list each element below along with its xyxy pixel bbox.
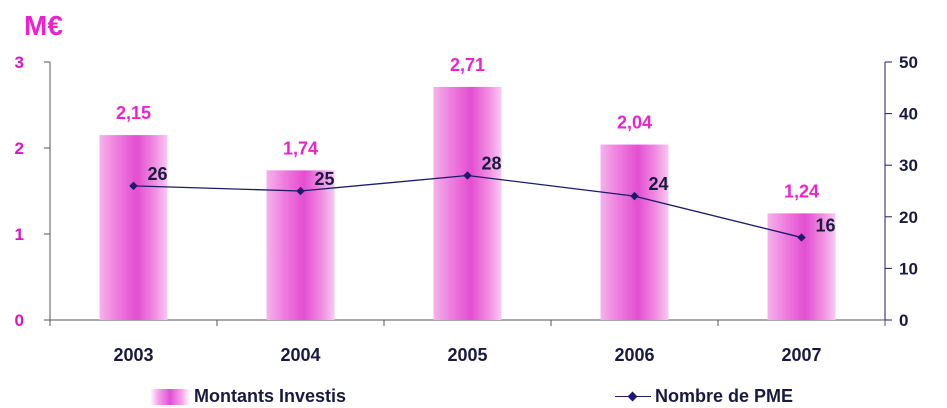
legend-line-swatch — [615, 389, 651, 405]
right-axis-tick-label: 20 — [899, 208, 918, 227]
left-axis-unit-label: M€ — [24, 10, 63, 41]
right-axis-tick-label: 50 — [899, 53, 918, 72]
legend-item-bars: Montants Investis — [150, 386, 346, 407]
line-point — [463, 171, 472, 180]
left-axis-tick-label: 3 — [15, 53, 24, 72]
bar — [433, 86, 502, 320]
bar-data-label: 2,04 — [617, 113, 652, 133]
left-axis-tick-label: 1 — [15, 225, 24, 244]
right-axis-tick-label: 10 — [899, 259, 918, 278]
right-axis-tick-label: 30 — [899, 156, 918, 175]
legend-label-line: Nombre de PME — [655, 386, 794, 406]
right-axis-tick-label: 0 — [899, 311, 908, 330]
legend-label-bars: Montants Investis — [194, 386, 347, 406]
bar-data-label: 1,24 — [784, 181, 819, 201]
left-axis-tick-label: 0 — [15, 311, 24, 330]
x-axis-tick-label: 2006 — [614, 345, 654, 365]
left-axis-tick-label: 2 — [15, 139, 24, 158]
legend-item-line: Nombre de PME — [615, 386, 793, 407]
bar — [767, 213, 836, 320]
line-point — [129, 181, 138, 191]
x-axis-tick-label: 2005 — [447, 345, 487, 365]
bar-data-label: 1,74 — [283, 138, 318, 158]
right-axis-tick-label: 40 — [899, 105, 918, 124]
bar-data-label: 2,71 — [450, 55, 485, 75]
line-data-label: 25 — [315, 169, 335, 189]
legend-bar-swatch — [150, 388, 190, 405]
x-axis-tick-label: 2003 — [113, 345, 153, 365]
bar-data-label: 2,15 — [116, 103, 151, 123]
line-point — [296, 186, 305, 196]
line-data-label: 26 — [148, 164, 168, 184]
line-data-label: 16 — [816, 215, 836, 235]
line-data-label: 28 — [482, 154, 502, 174]
x-axis-tick-label: 2004 — [280, 345, 320, 365]
bar — [266, 170, 335, 320]
line-data-label: 24 — [649, 174, 669, 194]
bar — [99, 135, 168, 320]
bar — [600, 144, 669, 320]
x-axis-tick-label: 2007 — [781, 345, 821, 365]
